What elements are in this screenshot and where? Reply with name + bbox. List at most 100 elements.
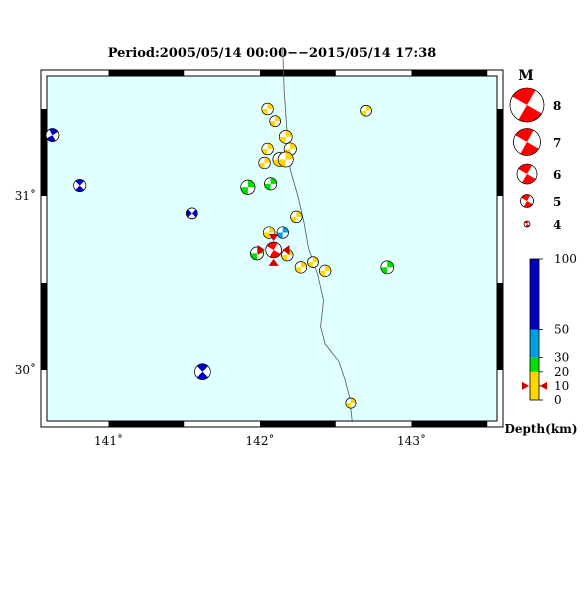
- beachball-rim: [290, 210, 303, 223]
- beachball-compressional-quadrant: [325, 265, 331, 271]
- beachball-rim: [186, 207, 198, 220]
- beachball-compressional-quadrant: [263, 232, 270, 239]
- beachball-rim: [294, 261, 308, 274]
- beachball-compressional-quadrant: [270, 177, 277, 184]
- beachball-rim: [380, 260, 395, 275]
- beachball-rim: [262, 226, 276, 239]
- magnitude-legend-ball: [516, 163, 538, 185]
- beachball-rim: [264, 177, 278, 191]
- depth-colour-band: [530, 357, 539, 372]
- focal-mechanism-11: [290, 210, 303, 223]
- beachball-compressional-quadrant: [261, 109, 268, 115]
- beachball-compressional-quadrant: [282, 226, 289, 233]
- depth-legend-title: Depth(km): [504, 422, 577, 436]
- depth-tick-label: 10: [554, 379, 569, 393]
- map-frame: [40, 69, 504, 428]
- beachball-rim: [345, 397, 357, 409]
- magnitude-legend-heading: M: [518, 68, 534, 84]
- beachball-compressional-quadrant: [307, 262, 314, 268]
- beachball-compressional-quadrant: [267, 143, 274, 150]
- beachball-compressional-quadrant: [264, 183, 271, 190]
- focal-mechanism-17: [294, 261, 308, 274]
- depth-colour-band: [530, 259, 539, 330]
- depth-tick-label: 0: [554, 393, 562, 407]
- beachball-rim: [250, 246, 264, 261]
- beachball-rim: [73, 179, 87, 193]
- beachball-compressional-quadrant: [276, 232, 283, 239]
- beachball-compressional-quadrant: [360, 110, 367, 117]
- beachball-rim: [360, 104, 372, 117]
- beachball-compressional-quadrant: [523, 201, 533, 208]
- depth-tick-label: 100: [554, 252, 577, 266]
- beachball-rim: [276, 226, 289, 239]
- frame-segment-bottom: [411, 421, 488, 427]
- beachball-rim: [513, 128, 541, 156]
- depth-marker-left: [522, 381, 529, 390]
- beachball-compressional-quadrant: [522, 174, 536, 184]
- beachball-compressional-quadrant: [75, 185, 85, 192]
- beachball-compressional-quadrant: [250, 253, 257, 260]
- beachball-compressional-quadrant: [512, 88, 536, 105]
- beachball-rim: [261, 142, 274, 156]
- beachball-compressional-quadrant: [520, 142, 539, 156]
- beachball-compressional-quadrant: [272, 159, 280, 167]
- beachball-rim: [258, 156, 271, 170]
- focal-mechanism-21: [45, 128, 60, 142]
- frame-segment-right: [497, 109, 503, 196]
- beachball-compressional-quadrant: [515, 128, 534, 142]
- beachball-rim: [516, 163, 538, 185]
- frame-segment-left: [41, 283, 47, 370]
- focal-mechanism-23: [186, 207, 198, 220]
- beachball-compressional-quadrant: [261, 149, 268, 155]
- longitude-tick-label: 142˚: [246, 433, 275, 448]
- main-shock-arrow-bottom: [268, 258, 279, 266]
- beachball-compressional-quadrant: [278, 159, 286, 168]
- magnitude-legend-label: 8: [553, 99, 561, 113]
- beachball-rim: [269, 115, 281, 127]
- depth-tick-label: 30: [554, 351, 569, 365]
- beachball-rim: [265, 241, 282, 259]
- frame-segment-bottom: [108, 421, 185, 427]
- beachball-compressional-quadrant: [186, 209, 192, 218]
- main-shock-marker: [257, 234, 290, 266]
- beachball-compressional-quadrant: [300, 261, 307, 268]
- beachball-compressional-quadrant: [240, 187, 248, 195]
- beachball-compressional-quadrant: [267, 103, 274, 109]
- focal-mechanism-9: [240, 179, 256, 195]
- magnitude-legend-ball: [513, 128, 541, 156]
- focal-mechanism-12: [276, 226, 289, 239]
- beachball-compressional-quadrant: [521, 194, 531, 201]
- latitude-tick-label: 31˚: [15, 188, 36, 203]
- beachball-compressional-quadrant: [525, 224, 530, 228]
- beachball-rim: [319, 264, 332, 277]
- magnitude-legend: M 8 7 6 5 4: [509, 68, 561, 232]
- frame-segment-bottom: [260, 421, 336, 427]
- beachball-compressional-quadrant: [196, 363, 209, 372]
- frame-segment-right: [497, 283, 503, 370]
- beachball-compressional-quadrant: [289, 142, 297, 150]
- beachball-rim: [509, 87, 545, 123]
- frame-segment-left: [41, 109, 47, 196]
- beachball-compressional-quadrant: [258, 162, 265, 169]
- main-shock-arrow-top: [268, 234, 279, 242]
- frame-segment-top: [108, 70, 185, 76]
- beachball-compressional-quadrant: [266, 242, 278, 250]
- beachball-compressional-quadrant: [279, 136, 286, 144]
- beachball-compressional-quadrant: [387, 260, 394, 268]
- beachball-compressional-quadrant: [269, 249, 281, 258]
- focal-mechanism-13: [262, 226, 276, 239]
- beachball-compressional-quadrant: [350, 397, 356, 404]
- beachball-rim: [45, 128, 60, 142]
- magnitude-legend-ball: [520, 194, 534, 208]
- beachball-rim: [307, 256, 319, 268]
- beachball-compressional-quadrant: [365, 105, 372, 111]
- focal-mechanism-1: [269, 115, 281, 127]
- beachball-compressional-quadrant: [191, 209, 198, 218]
- beachball-compressional-quadrant: [518, 164, 532, 174]
- frame-segment-top: [260, 70, 336, 76]
- beachball-compressional-quadrant: [49, 128, 59, 136]
- depth-tick-label: 50: [554, 323, 569, 337]
- beachball-compressional-quadrant: [285, 151, 294, 160]
